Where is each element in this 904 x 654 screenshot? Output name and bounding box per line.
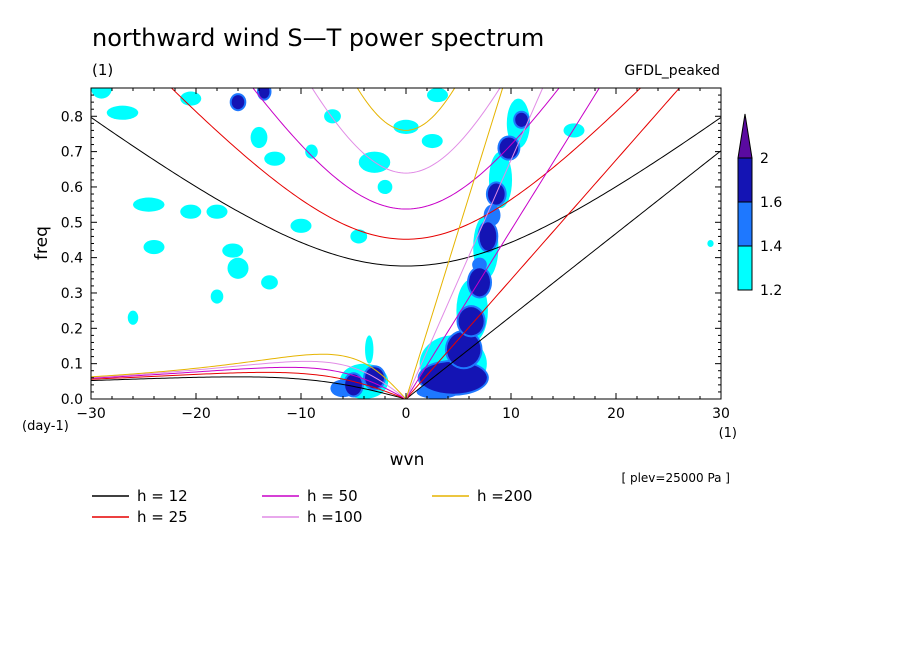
contour-blob xyxy=(499,137,519,159)
rossby-curve-4 xyxy=(91,353,407,399)
chart-subtitle-left: (1) xyxy=(92,61,113,79)
contour-blob xyxy=(345,374,362,396)
contour-blob xyxy=(210,289,224,304)
contour-blob xyxy=(259,88,270,99)
contour-blob xyxy=(143,239,165,255)
kelvin-curve-0 xyxy=(405,150,721,399)
y-tick-label: 0.2 xyxy=(61,321,83,337)
contour-blob xyxy=(419,361,487,394)
rossby-curve-1 xyxy=(91,371,407,399)
contour-blob xyxy=(180,204,202,219)
contour-blob xyxy=(393,119,419,134)
contour-blob xyxy=(427,88,448,103)
plev-annotation: [ plev=25000 Pa ] xyxy=(621,471,730,485)
y-tick-label: 0.4 xyxy=(61,251,83,267)
legend-label: h =100 xyxy=(307,508,362,526)
kelvin-curve-4 xyxy=(405,88,504,399)
x-axis-label: wvn xyxy=(390,450,425,470)
kelvin-curve-2 xyxy=(405,88,600,399)
contour-blob xyxy=(305,144,318,159)
legend-label: h = 50 xyxy=(307,487,358,505)
contour-blob xyxy=(458,307,484,336)
y-axis-label: freq xyxy=(32,226,52,260)
dispersion-curves xyxy=(91,88,721,399)
colorbar-arrow xyxy=(737,113,753,159)
gravity-curve-0 xyxy=(91,116,721,267)
x-tick-label: 0 xyxy=(402,406,411,422)
contour-blob xyxy=(127,310,139,325)
gravity-curve-2 xyxy=(252,88,560,210)
contour-blob xyxy=(290,218,312,233)
contour-blob xyxy=(133,197,165,212)
legend-label: h = 12 xyxy=(137,487,188,505)
x-tick-label: 30 xyxy=(712,406,730,422)
x-tick-label: −10 xyxy=(286,406,316,422)
x-tick-label: 10 xyxy=(502,406,520,422)
contour-blob xyxy=(515,112,528,127)
contour-blob xyxy=(563,123,585,138)
contour-blob xyxy=(106,105,139,120)
contour-blob xyxy=(180,91,202,106)
colorbar-label: 1.4 xyxy=(760,239,782,255)
rossby-curve-2 xyxy=(91,366,407,399)
y-tick-label: 0.3 xyxy=(61,286,83,302)
contour-blob xyxy=(264,151,286,166)
rossby-curve-3 xyxy=(91,360,407,399)
x-tick-label: −30 xyxy=(76,406,106,422)
x-axis: −30 −20 −10 0 10 20 30 xyxy=(76,88,730,422)
plot-frame xyxy=(90,87,722,400)
contour-blob xyxy=(350,229,368,244)
colorbar-label: 2 xyxy=(760,151,769,167)
y-tick-label: 0.0 xyxy=(61,392,83,408)
legend: h = 12 h = 25 h = 50 h =100 h =200 xyxy=(92,487,532,526)
kelvin-curve-1 xyxy=(405,88,681,399)
colorbar: 2 1.6 1.4 1.2 xyxy=(737,113,782,299)
contour-blob xyxy=(479,222,497,251)
y-axis: 0.0 0.1 0.2 0.3 0.4 0.5 0.6 0.7 0.8 xyxy=(61,87,721,408)
gravity-curve-4 xyxy=(356,88,456,131)
y-tick-label: 0.7 xyxy=(61,145,83,161)
colorbar-swatch xyxy=(737,245,753,291)
y-tick-label: 0.8 xyxy=(61,109,83,125)
contour-blob xyxy=(365,335,374,364)
legend-label: h = 25 xyxy=(137,508,188,526)
y-unit-label: (day-1) xyxy=(22,419,69,434)
contour-blob xyxy=(250,126,268,149)
y-tick-label: 0.6 xyxy=(61,180,83,196)
legend-label: h =200 xyxy=(477,487,532,505)
contour-fills xyxy=(91,88,714,399)
kelvin-curve-3 xyxy=(405,88,544,399)
colorbar-swatch xyxy=(737,201,753,247)
contour-blob xyxy=(707,239,714,248)
x-tick-label: 20 xyxy=(607,406,625,422)
x-unit-label: (1) xyxy=(719,426,737,441)
y-tick-label: 0.5 xyxy=(61,215,83,231)
colorbar-label: 1.6 xyxy=(760,195,782,211)
contour-blob xyxy=(261,275,278,290)
contour-blob xyxy=(222,243,244,258)
y-tick-label: 0.1 xyxy=(61,357,83,373)
chart-title: northward wind S—T power spectrum xyxy=(92,24,544,52)
contour-blob xyxy=(324,109,341,124)
contour-blob xyxy=(91,88,112,99)
contour-blob xyxy=(206,204,228,219)
colorbar-label: 1.2 xyxy=(760,283,782,299)
colorbar-swatch xyxy=(737,157,753,203)
chart-subtitle-right: GFDL_peaked xyxy=(624,63,720,79)
gravity-curve-3 xyxy=(311,88,501,174)
x-tick-label: −20 xyxy=(181,406,211,422)
contour-blob xyxy=(446,331,481,368)
contour-blob xyxy=(227,257,249,279)
rossby-curve-0 xyxy=(91,376,407,399)
contour-blob xyxy=(377,179,393,195)
gravity-curve-1 xyxy=(170,88,642,240)
contour-blob xyxy=(421,133,443,149)
contour-blob xyxy=(231,95,245,110)
